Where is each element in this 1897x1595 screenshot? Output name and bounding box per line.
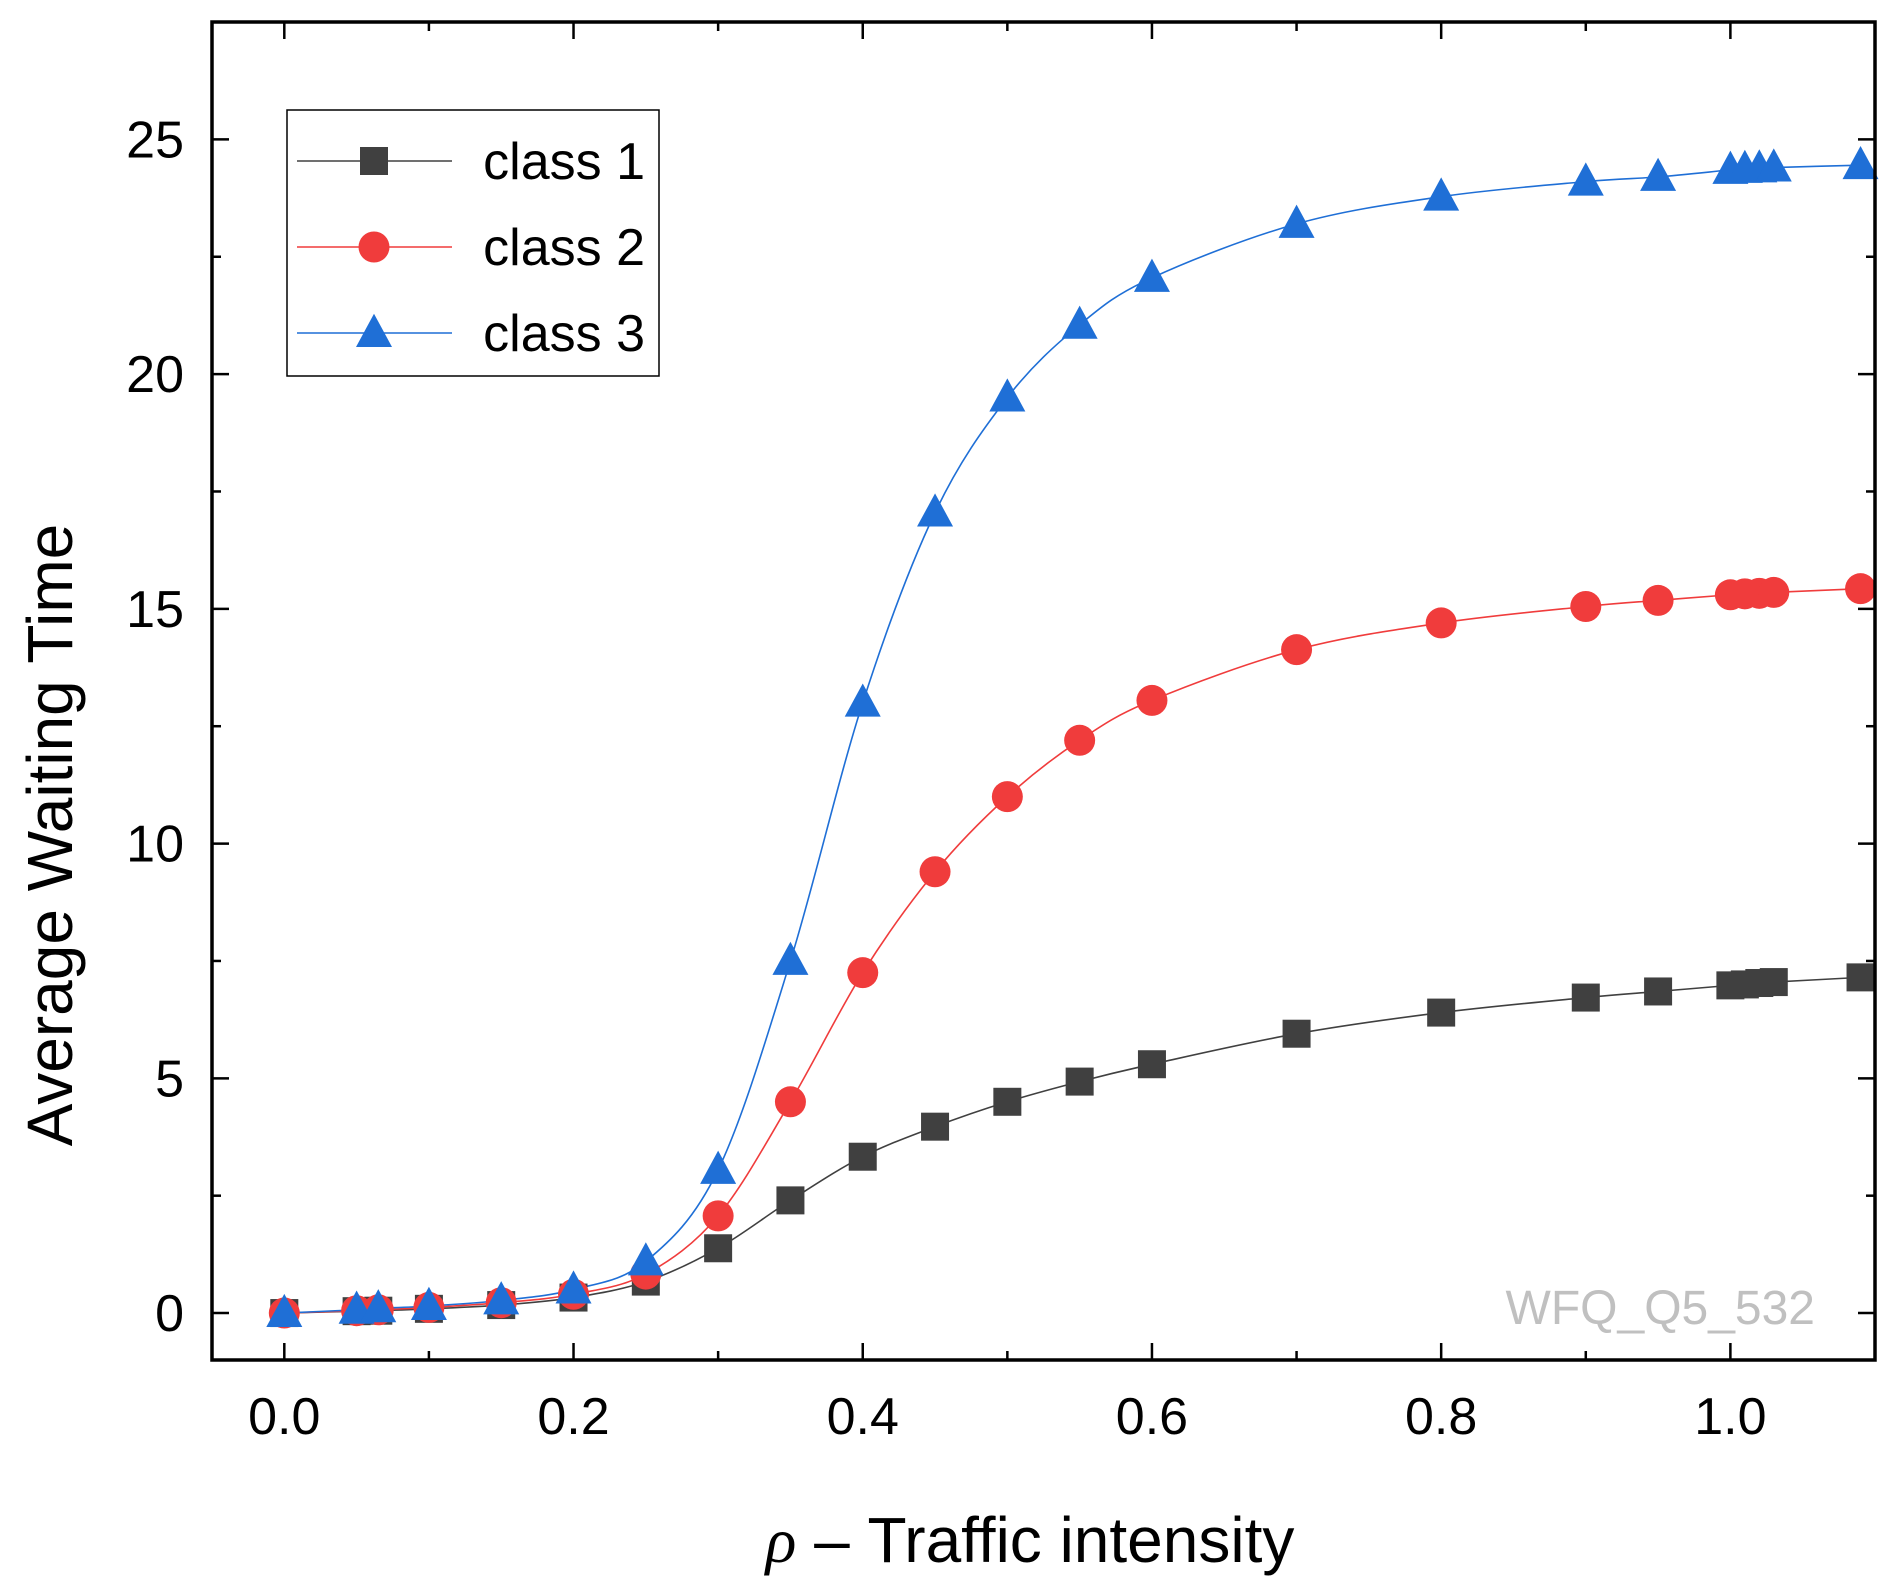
- x-tick-label: 0.4: [827, 1388, 899, 1446]
- data-point-class-3: [1133, 258, 1170, 292]
- y-tick-label: 25: [126, 111, 184, 169]
- data-point-class-1: [1137, 1050, 1166, 1079]
- y-tick-label: 20: [126, 346, 184, 404]
- data-point-class-3: [1278, 204, 1315, 238]
- data-point-class-3: [1423, 177, 1460, 211]
- data-point-class-2: [702, 1200, 734, 1232]
- x-tick-label: 0.8: [1405, 1388, 1477, 1446]
- data-point-class-1: [921, 1112, 950, 1141]
- data-point-class-2: [1281, 634, 1313, 666]
- tick-labels: 0.0 0.2 0.4 0.6 0.8 1.0 0 5 10 15 20 25: [126, 111, 1766, 1446]
- y-tick-label: 0: [155, 1285, 184, 1343]
- data-point-class-2: [847, 957, 879, 989]
- data-point-class-3: [360, 1289, 397, 1323]
- legend-marker-class-2: [358, 231, 390, 263]
- data-point-class-2: [1136, 684, 1168, 716]
- data-point-class-3: [1061, 305, 1098, 339]
- data-point-class-3: [627, 1242, 664, 1276]
- axis-ticks: [212, 22, 1877, 1360]
- data-point-class-2: [1570, 590, 1602, 622]
- x-axis-title: ρ – Traffic intensity: [764, 1504, 1295, 1576]
- data-point-class-2: [774, 1086, 806, 1118]
- data-point-class-1: [1644, 977, 1673, 1006]
- data-point-class-3: [917, 493, 954, 527]
- legend-box: [286, 109, 660, 377]
- data-point-class-3: [410, 1286, 447, 1320]
- data-point-class-3: [1640, 157, 1677, 191]
- legend-label-class-3: class 3: [483, 305, 645, 363]
- data-point-class-1: [848, 1142, 877, 1171]
- y-axis-title: Average Waiting Time: [14, 524, 86, 1147]
- data-point-class-3: [1842, 145, 1879, 180]
- data-point-class-1: [993, 1087, 1022, 1116]
- y-tick-label: 5: [155, 1050, 184, 1108]
- data-point-class-2: [1064, 724, 1096, 756]
- data-point-class-2: [1845, 573, 1877, 605]
- x-tick-label: 0.0: [248, 1388, 320, 1446]
- x-tick-label: 0.2: [537, 1388, 609, 1446]
- data-point-class-3: [555, 1270, 592, 1304]
- data-point-class-3: [844, 683, 881, 717]
- legend-marker-class-3: [356, 313, 392, 347]
- data-point-class-1: [1571, 983, 1600, 1012]
- data-point-class-3: [700, 1150, 737, 1184]
- data-point-class-1: [776, 1186, 805, 1215]
- data-point-class-1: [1065, 1067, 1094, 1096]
- data-point-class-3: [772, 941, 809, 975]
- data-point-class-3: [1755, 148, 1792, 182]
- data-point-class-1: [1427, 998, 1456, 1027]
- data-point-class-1: [1846, 963, 1875, 992]
- plot-frame: [210, 20, 1877, 1362]
- data-point-class-2: [919, 856, 951, 888]
- data-point-class-2: [991, 781, 1023, 813]
- x-tick-label: 1.0: [1694, 1388, 1766, 1446]
- data-point-class-3: [1567, 162, 1604, 196]
- watermark-label: WFQ_Q5_532: [1506, 1282, 1815, 1335]
- x-axis-symbol: ρ: [764, 1505, 797, 1576]
- series-markers: [266, 145, 1879, 1329]
- x-tick-label: 0.6: [1116, 1388, 1188, 1446]
- data-point-class-3: [266, 1293, 303, 1328]
- data-point-class-2: [1758, 576, 1790, 608]
- data-point-class-2: [1425, 607, 1457, 639]
- x-axis-title-text: – Traffic intensity: [796, 1504, 1294, 1576]
- legend: class 1 class 2 class 3: [286, 109, 660, 377]
- legend-label-class-2: class 2: [483, 219, 645, 277]
- y-tick-label: 10: [126, 816, 184, 874]
- data-point-class-3: [989, 378, 1026, 412]
- data-point-class-1: [1282, 1019, 1311, 1048]
- data-point-class-1: [1759, 968, 1788, 997]
- legend-label-class-1: class 1: [483, 133, 645, 191]
- y-tick-label: 15: [126, 581, 184, 639]
- data-point-class-3: [483, 1281, 520, 1315]
- data-point-class-1: [704, 1234, 733, 1263]
- series-line-class-3: [284, 164, 1861, 1314]
- data-point-class-2: [1642, 584, 1674, 616]
- legend-marker-class-1: [360, 147, 388, 175]
